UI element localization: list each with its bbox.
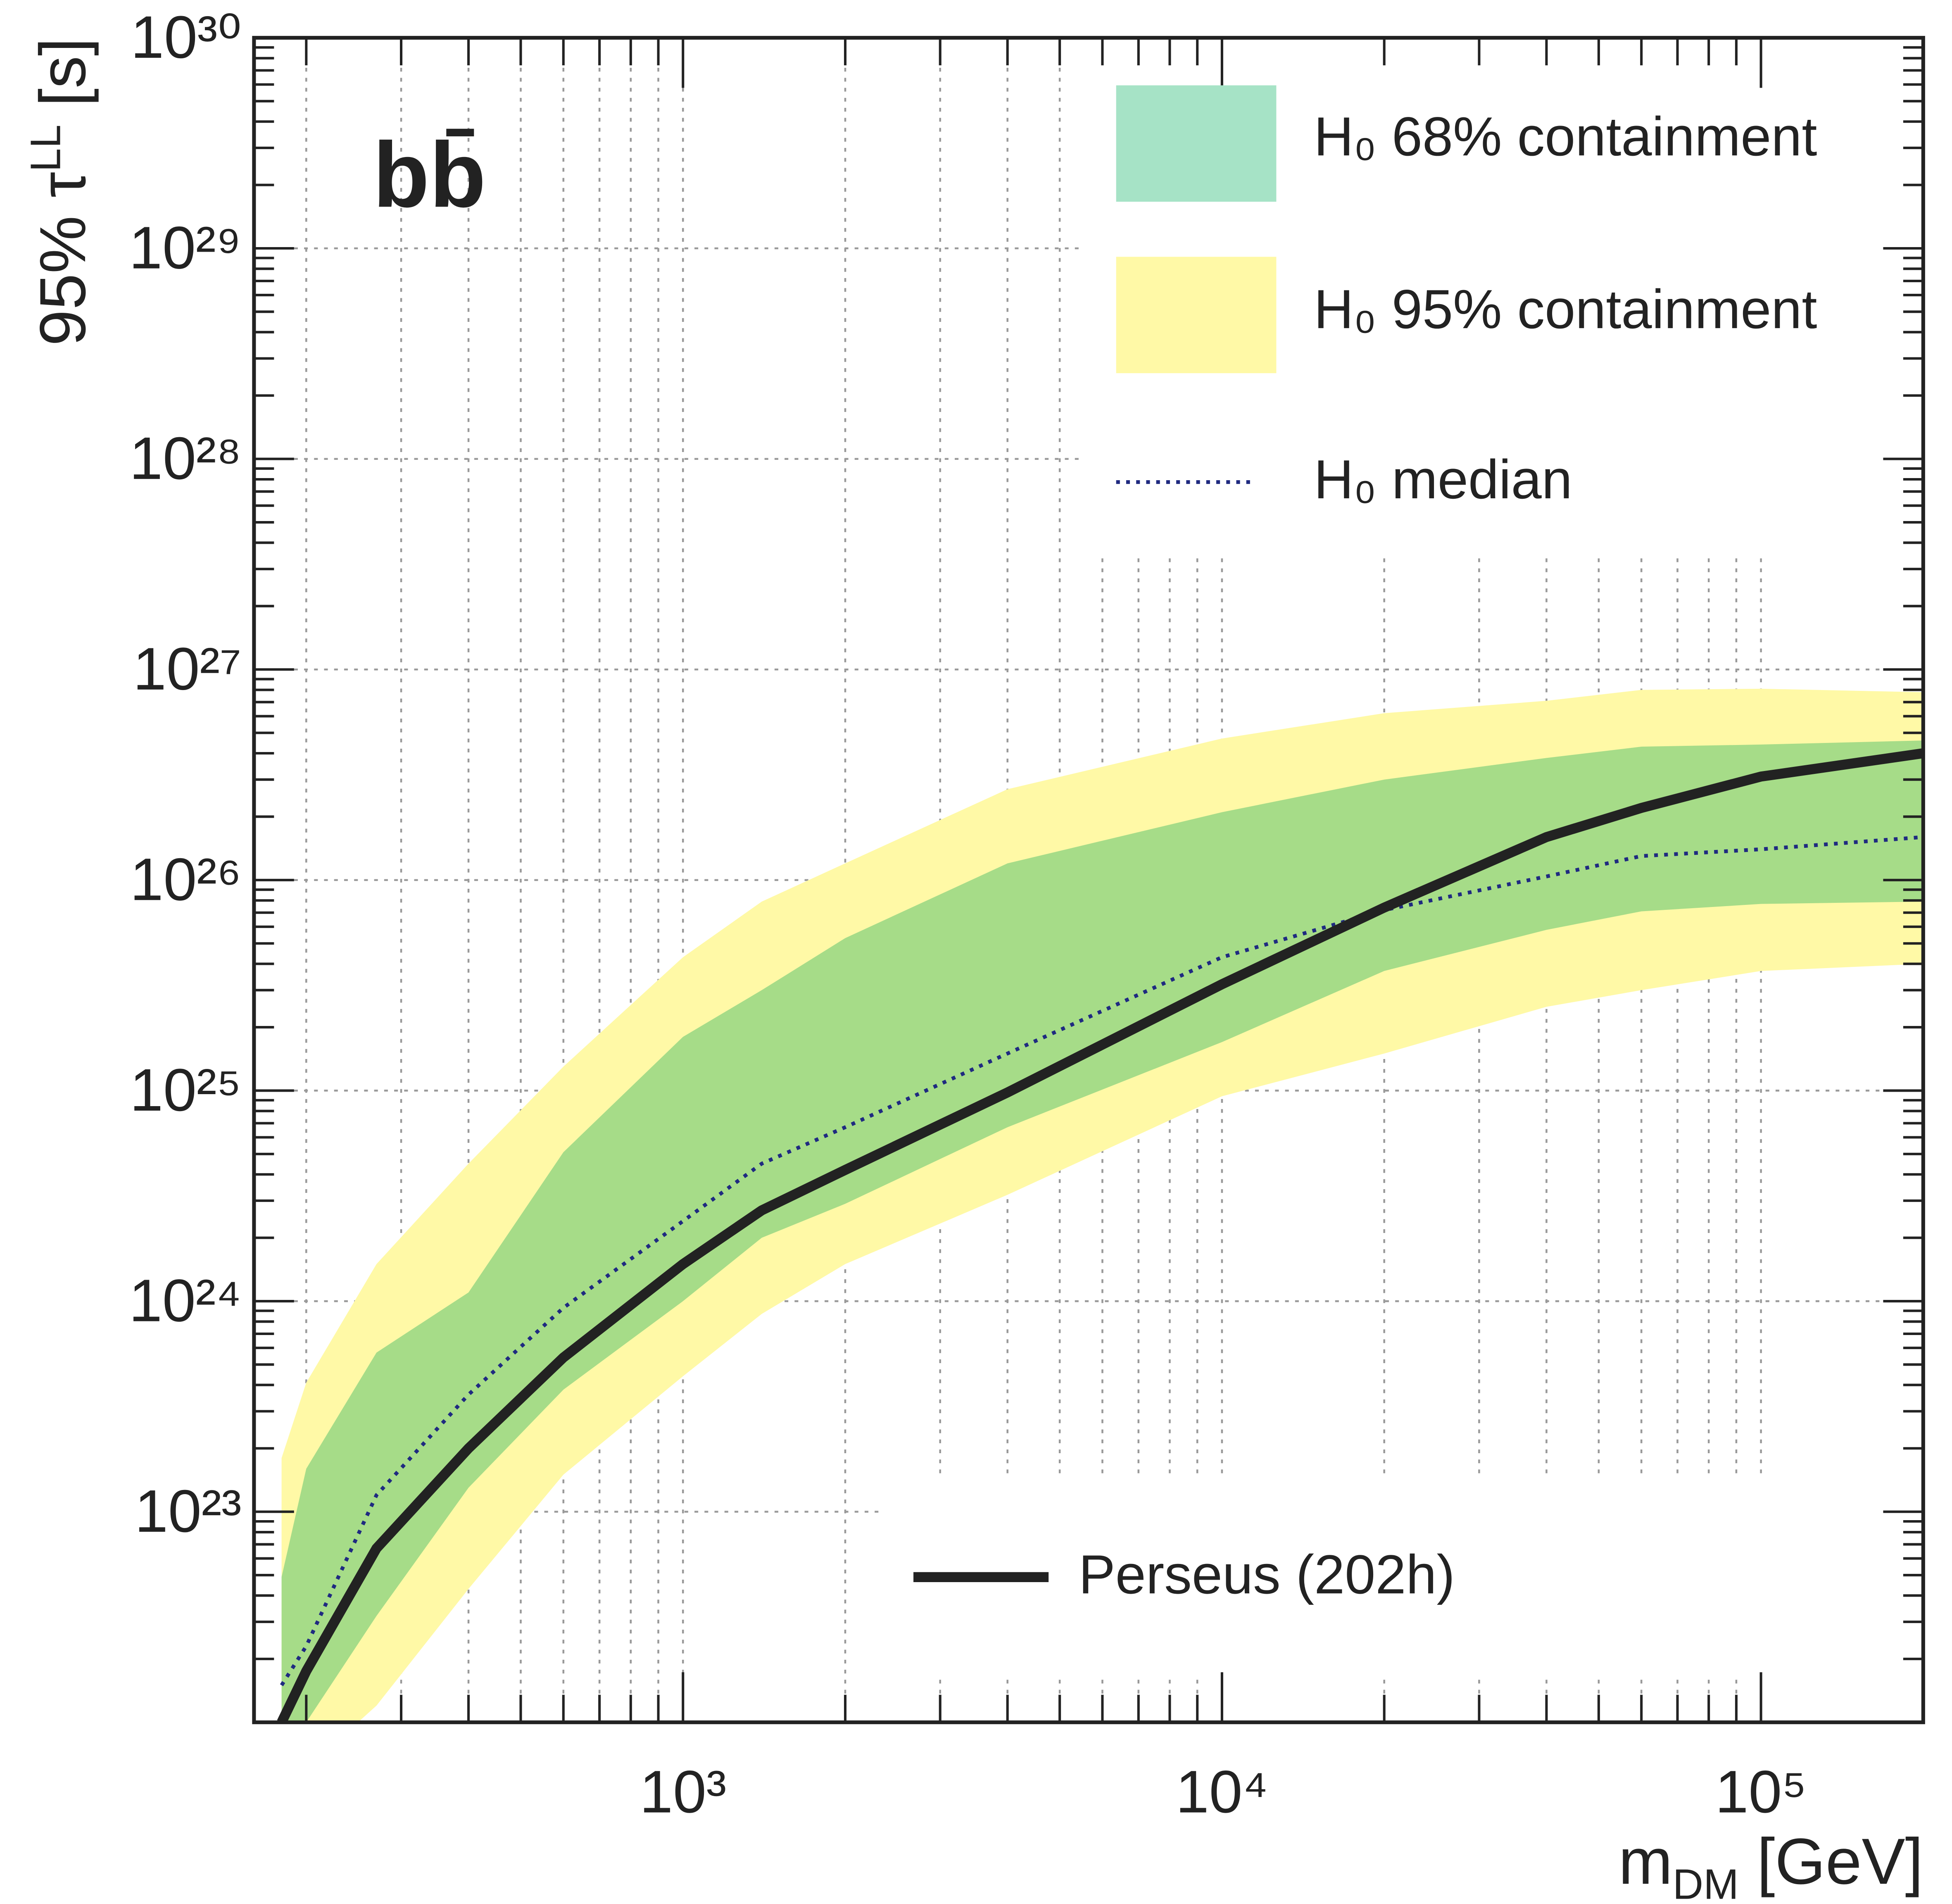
x-label-subscript: DM — [1673, 1860, 1739, 1904]
x-tick-label: 10⁴ — [1176, 1758, 1268, 1825]
x-tick-label: 10⁵ — [1715, 1758, 1807, 1825]
y-label-superscript: LL — [21, 124, 69, 172]
y-tick-label: 10²⁹ — [129, 214, 241, 281]
legend: H₀ 68% containment H₀ 95% containment H₀ m… — [913, 85, 1817, 1605]
y-tick-label: 10²⁵ — [130, 1056, 241, 1123]
legend-swatch — [1116, 85, 1277, 202]
legend-label: H₀ 68% containment — [1314, 106, 1817, 167]
y-tick-label: 10³⁰ — [131, 3, 241, 71]
legend-swatch — [1116, 257, 1277, 374]
y-tick-label: 10²⁸ — [129, 424, 241, 492]
series-line — [280, 835, 1923, 1686]
legend-label: Perseus (202h) — [1079, 1544, 1455, 1605]
axes: 10³ 10⁴ 10⁵ 10²³ 10²⁴ 10²⁵ 10²⁶ 10²⁷ 10²⁸ 10²⁹ 10³… — [129, 3, 1925, 1825]
legend-box — [882, 1474, 1908, 1675]
plot-area — [281, 688, 1923, 1723]
y-tick-label: 10²³ — [135, 1477, 242, 1545]
x-label-base: m — [1619, 1825, 1673, 1898]
legend-label: H₀ 95% containment — [1314, 278, 1817, 340]
legend-label: H₀ median — [1314, 449, 1572, 510]
annotation: bb̄ — [373, 123, 486, 226]
plot-frame — [252, 36, 1925, 1724]
y-label-unit: [s] — [26, 38, 99, 124]
y-label-base: 95% τ — [26, 172, 99, 346]
y-tick-label: 10²⁶ — [130, 845, 242, 913]
x-axis-label: mDM [GeV] — [1619, 1825, 1923, 1904]
x-label-unit: [GeV] — [1739, 1825, 1923, 1898]
band — [281, 688, 1923, 1723]
y-tick-label: 10²⁷ — [133, 635, 242, 702]
band — [281, 740, 1923, 1723]
series-line — [277, 748, 1923, 1723]
x-tick-label: 10³ — [640, 1758, 726, 1825]
plot-lines — [277, 748, 1923, 1723]
y-axis-label: 95% τLL [s] — [21, 38, 99, 346]
y-tick-label: 10²⁴ — [129, 1267, 242, 1334]
